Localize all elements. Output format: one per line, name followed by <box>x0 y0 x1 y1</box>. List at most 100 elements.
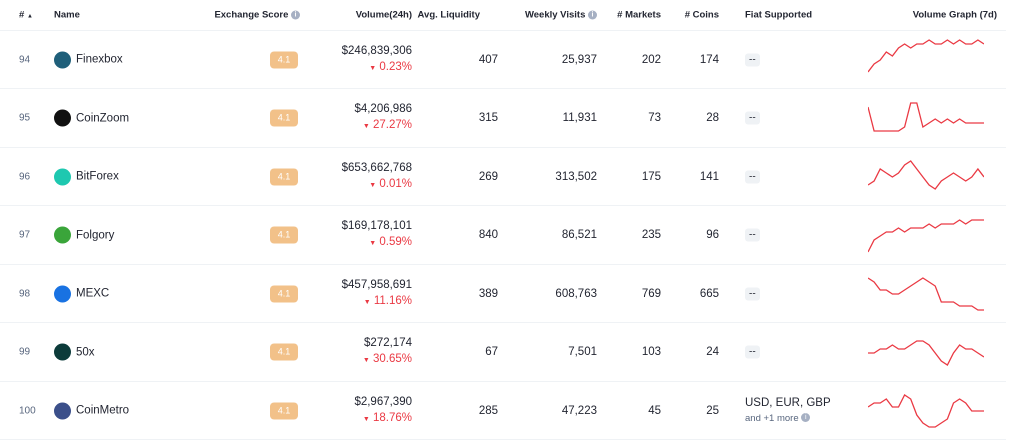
score-badge: 4.1 <box>270 109 298 127</box>
sparkline-line <box>868 394 984 428</box>
volume-cell: $169,178,101 ▼ 0.59% <box>342 218 412 252</box>
exchange-link[interactable]: Finexbox <box>54 51 123 68</box>
exchange-link[interactable]: Folgory <box>54 226 114 244</box>
volume-change: ▼ 18.76% <box>363 412 412 424</box>
caret-down-icon: ▼ <box>369 64 377 72</box>
liquidity-value: 389 <box>478 287 498 300</box>
fiat-value: -- <box>745 170 760 183</box>
header-rank-label: # <box>19 9 25 21</box>
fiat-more-label: and +1 more <box>745 412 799 424</box>
score-badge: 4.1 <box>270 285 298 302</box>
markets-value: 235 <box>641 229 661 241</box>
exchange-name: 50x <box>76 346 95 358</box>
exchange-logo-icon <box>54 168 71 185</box>
header-visits[interactable]: Weekly Visits i <box>525 10 597 21</box>
exchange-link[interactable]: MEXC <box>54 285 109 302</box>
volume-cell: $246,839,306 ▼ 0.23% <box>342 43 412 77</box>
volume-value: $272,174 <box>364 337 412 349</box>
table-row[interactable]: 94 Finexbox 4.1 $246,839,306 ▼ 0.23% 407 … <box>0 31 1006 89</box>
header-score[interactable]: Exchange Score i <box>214 10 300 21</box>
rank: 95 <box>19 112 31 124</box>
volume-cell: $272,174 ▼ 30.65% <box>363 335 412 369</box>
sparkline-line <box>868 39 984 73</box>
volume-change: ▼ 27.27% <box>363 119 412 131</box>
visits-value: 11,931 <box>562 112 597 124</box>
visits-value: 608,763 <box>555 287 597 300</box>
coins-value: 28 <box>706 112 719 124</box>
header-coins[interactable]: # Coins <box>684 9 719 21</box>
rank: 99 <box>19 346 31 358</box>
exchange-link[interactable]: 50x <box>54 343 95 361</box>
volume-sparkline <box>868 277 984 311</box>
info-icon[interactable]: i <box>588 10 597 20</box>
exchange-logo-icon <box>54 402 71 419</box>
markets-value: 175 <box>641 170 661 183</box>
table-row[interactable]: 98 MEXC 4.1 $457,958,691 ▼ 11.16% 389 608… <box>0 265 1006 323</box>
table-row[interactable]: 99 50x 4.1 $272,174 ▼ 30.65% 67 7,501 103… <box>0 324 1006 382</box>
visits-value: 313,502 <box>555 170 597 183</box>
info-icon[interactable]: i <box>801 413 811 423</box>
fiat-more-link[interactable]: and +1 more i <box>745 412 811 424</box>
volume-value: $169,178,101 <box>341 220 412 232</box>
caret-down-icon: ▼ <box>362 415 370 423</box>
header-graph: Volume Graph (7d) <box>912 9 997 21</box>
liquidity-value: 315 <box>478 112 498 124</box>
rank: 98 <box>19 288 31 299</box>
coins-value: 174 <box>699 53 719 66</box>
markets-value: 202 <box>641 53 661 66</box>
volume-change: ▼ 0.23% <box>369 61 412 73</box>
markets-value: 45 <box>648 404 661 417</box>
volume-sparkline <box>868 101 984 132</box>
visits-value: 7,501 <box>568 346 597 358</box>
volume-change-value: 0.01% <box>379 177 412 190</box>
header-liquidity[interactable]: Avg. Liquidity <box>417 9 480 21</box>
caret-down-icon: ▼ <box>363 298 371 306</box>
exchange-link[interactable]: BitForex <box>54 168 119 185</box>
header-markets[interactable]: # Markets <box>617 9 661 21</box>
exchange-name: CoinZoom <box>76 112 130 124</box>
table-row[interactable]: 100 CoinMetro 4.1 $2,967,390 ▼ 18.76% 285… <box>0 382 1006 440</box>
volume-value: $246,839,306 <box>341 44 412 57</box>
score-badge: 4.1 <box>270 168 298 185</box>
visits-value: 25,937 <box>561 53 597 66</box>
exchange-name: Finexbox <box>76 53 123 66</box>
coins-value: 96 <box>706 229 719 241</box>
volume-value: $4,206,986 <box>354 103 412 115</box>
header-rank[interactable]: # ▲ <box>19 10 33 21</box>
sparkline-line <box>868 218 984 252</box>
volume-change-value: 30.65% <box>372 353 412 365</box>
sparkline-line <box>868 160 984 190</box>
coins-value: 25 <box>706 404 719 417</box>
rank: 94 <box>19 54 31 65</box>
table-row[interactable]: 97 Folgory 4.1 $169,178,101 ▼ 0.59% 840 8… <box>0 207 1006 265</box>
volume-value: $457,958,691 <box>341 278 412 291</box>
coins-value: 141 <box>699 170 719 183</box>
sort-caret-icon: ▲ <box>26 13 33 20</box>
volume-sparkline <box>868 394 984 428</box>
exchange-link[interactable]: CoinMetro <box>54 402 129 419</box>
header-volume[interactable]: Volume(24h) <box>355 9 412 21</box>
fiat-value: -- <box>745 228 760 242</box>
visits-value: 47,223 <box>561 404 597 417</box>
table-row[interactable]: 96 BitForex 4.1 $653,662,768 ▼ 0.01% 269 … <box>0 148 1006 206</box>
header-name[interactable]: Name <box>54 9 80 21</box>
volume-change-value: 27.27% <box>372 119 412 131</box>
info-icon[interactable]: i <box>291 10 300 20</box>
volume-change: ▼ 11.16% <box>364 295 412 307</box>
volume-change-value: 0.59% <box>379 236 412 248</box>
sparkline-line <box>868 339 984 366</box>
volume-sparkline <box>868 39 984 73</box>
exchange-name: MEXC <box>76 287 110 300</box>
coins-value: 24 <box>706 346 719 358</box>
header-fiat: Fiat Supported <box>745 9 813 21</box>
liquidity-value: 67 <box>485 346 498 358</box>
volume-change-value: 18.76% <box>372 411 412 424</box>
table-header: # ▲ Name Exchange Score i Volume(24h) Av… <box>0 0 1006 31</box>
volume-value: $2,967,390 <box>354 395 412 408</box>
table-row[interactable]: 95 CoinZoom 4.1 $4,206,986 ▼ 27.27% 315 1… <box>0 90 1006 148</box>
exchange-link[interactable]: CoinZoom <box>54 109 130 127</box>
fiat-value: USD, EUR, GBP <box>745 396 831 409</box>
volume-change: ▼ 30.65% <box>363 353 412 365</box>
fiat-value: -- <box>745 345 760 359</box>
sparkline-line <box>868 277 984 311</box>
